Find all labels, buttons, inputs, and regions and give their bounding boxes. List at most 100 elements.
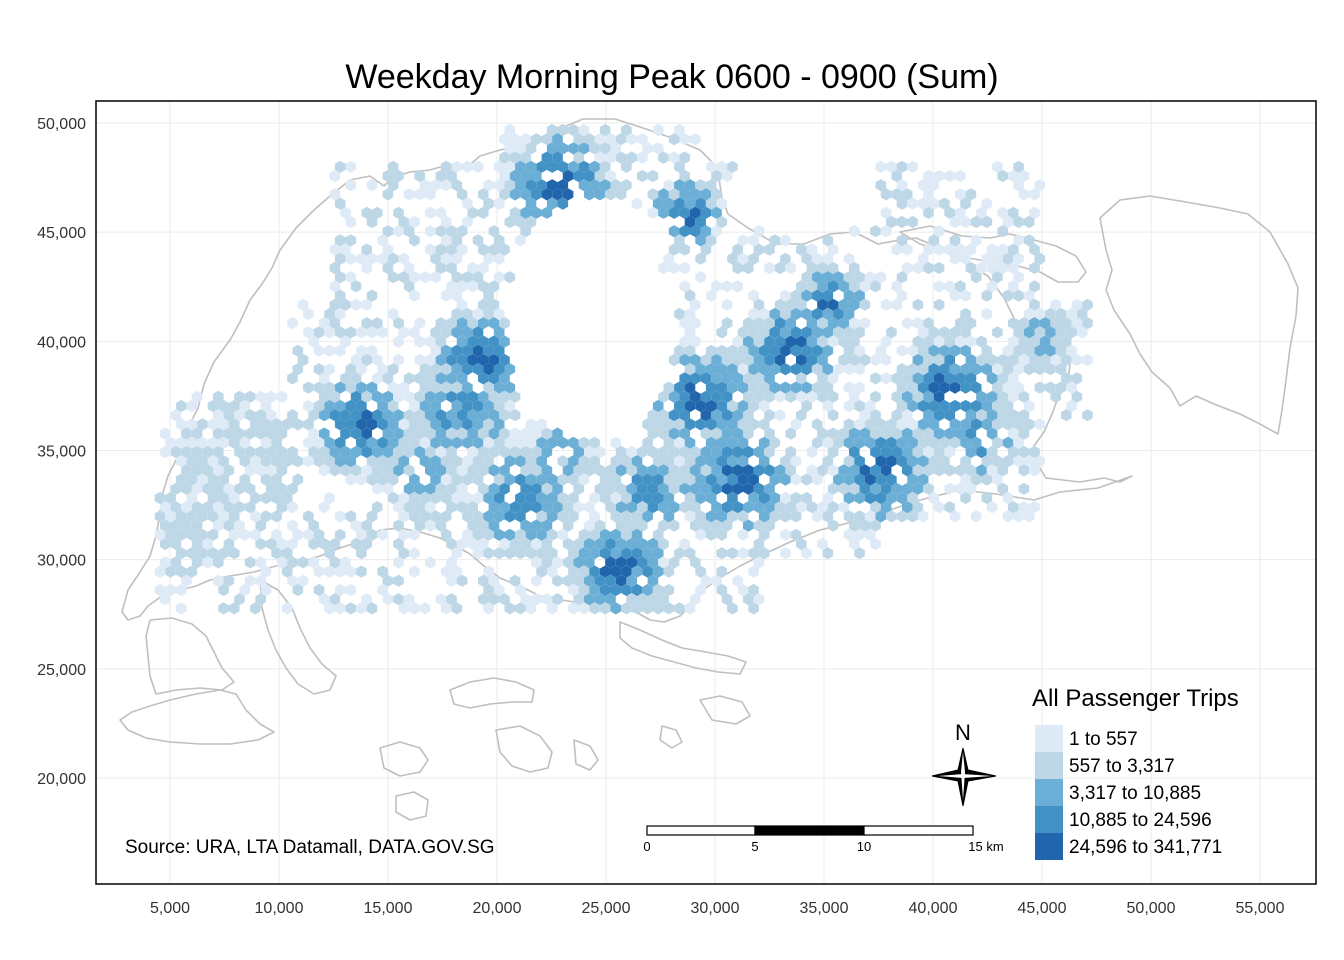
x-tick-label: 20,000: [473, 900, 522, 917]
trip-hexagon: [997, 464, 1008, 477]
trip-hexagon: [573, 169, 584, 183]
trip-hexagon: [1002, 215, 1014, 229]
trip-hexagon: [239, 528, 251, 541]
trip-hexagon: [568, 455, 579, 468]
trip-hexagon: [801, 363, 812, 376]
trip-hexagon: [631, 583, 643, 597]
trip-hexagon: [785, 445, 796, 459]
trip-hexagon: [902, 427, 913, 440]
trip-hexagon: [642, 547, 653, 560]
trip-hexagon: [907, 399, 918, 413]
trip-hexagon: [446, 501, 457, 514]
trip-hexagon: [308, 445, 319, 459]
trip-hexagon: [891, 169, 902, 183]
trip-hexagon: [912, 501, 924, 514]
trip-hexagon: [870, 501, 881, 514]
trip-hexagon: [758, 363, 770, 376]
trip-hexagon: [928, 344, 940, 357]
trip-hexagon: [1061, 372, 1072, 385]
trip-hexagon: [451, 252, 463, 265]
trip-hexagon: [647, 169, 659, 183]
trip-hexagon: [679, 317, 690, 330]
trip-hexagon: [334, 326, 346, 339]
trip-hexagon: [695, 473, 706, 486]
trip-hexagon: [711, 372, 722, 385]
trip-hexagon: [933, 501, 945, 514]
trip-hexagon: [170, 519, 182, 532]
trip-hexagon: [907, 381, 918, 394]
trip-hexagon: [372, 206, 383, 219]
trip-hexagon: [303, 418, 314, 431]
trip-hexagon: [319, 409, 330, 422]
trip-hexagon: [366, 289, 378, 302]
trip-hexagon: [647, 464, 659, 477]
trip-hexagon: [642, 510, 653, 523]
trip-hexagon: [499, 482, 510, 495]
trip-hexagon: [944, 464, 955, 477]
trip-hexagon: [822, 326, 834, 339]
trip-hexagon: [324, 326, 335, 339]
trip-hexagon: [790, 528, 802, 541]
trip-hexagon: [472, 363, 484, 376]
trip-hexagon: [854, 436, 865, 449]
trip-hexagon: [462, 418, 473, 431]
trip-hexagon: [594, 151, 606, 164]
trip-hexagon: [557, 491, 569, 505]
trip-hexagon: [743, 482, 754, 495]
north-label: N: [955, 720, 971, 745]
trip-hexagon: [584, 188, 595, 201]
trip-hexagon: [350, 280, 362, 293]
trip-hexagon: [849, 427, 860, 440]
trip-hexagon: [912, 261, 924, 275]
trip-hexagon: [700, 574, 712, 587]
trip-hexagon: [472, 491, 484, 505]
trip-hexagon: [493, 179, 505, 192]
trip-hexagon: [393, 427, 404, 440]
trip-hexagon: [637, 482, 648, 495]
trip-hexagon: [780, 344, 791, 357]
trip-hexagon: [875, 510, 887, 523]
trip-hexagon: [440, 602, 452, 615]
trip-hexagon: [557, 142, 569, 155]
trip-hexagon: [896, 344, 908, 357]
trip-hexagon: [631, 197, 643, 210]
trip-hexagon: [525, 197, 537, 210]
trip-hexagon: [944, 482, 955, 495]
trip-hexagon: [780, 307, 791, 321]
trip-hexagon: [674, 123, 685, 137]
trip-hexagon: [684, 510, 696, 523]
trip-hexagon: [377, 473, 388, 486]
trip-hexagon: [462, 455, 473, 468]
trip-hexagon: [960, 307, 971, 321]
trip-hexagon: [790, 473, 802, 486]
trip-hexagon: [1008, 335, 1019, 348]
trip-hexagon: [228, 418, 240, 431]
trip-hexagon: [451, 179, 463, 192]
trip-hexagon: [425, 445, 436, 459]
trip-hexagon: [615, 188, 627, 201]
trip-hexagon: [440, 344, 452, 357]
trip-hexagon: [854, 344, 865, 357]
trip-hexagon: [594, 445, 606, 459]
trip-hexagon: [621, 565, 632, 578]
trip-hexagon: [652, 142, 664, 155]
trip-hexagon: [393, 206, 404, 219]
trip-hexagon: [393, 574, 404, 587]
trip-hexagon: [504, 528, 516, 541]
trip-hexagon: [175, 473, 187, 486]
trip-hexagon: [944, 206, 955, 219]
trip-hexagon: [329, 556, 341, 569]
trip-hexagon: [234, 482, 245, 495]
trip-hexagon: [334, 160, 346, 173]
trip-hexagon: [976, 390, 987, 403]
trip-hexagon: [637, 151, 648, 164]
trip-hexagon: [393, 593, 404, 606]
trip-hexagon: [493, 307, 505, 321]
trip-hexagon: [446, 409, 457, 422]
trip-hexagon: [366, 252, 378, 265]
trip-hexagon: [456, 537, 468, 551]
trip-hexagon: [536, 455, 547, 468]
trip-hexagon: [340, 372, 351, 385]
trip-hexagon: [160, 501, 171, 514]
trip-hexagon: [668, 427, 680, 440]
